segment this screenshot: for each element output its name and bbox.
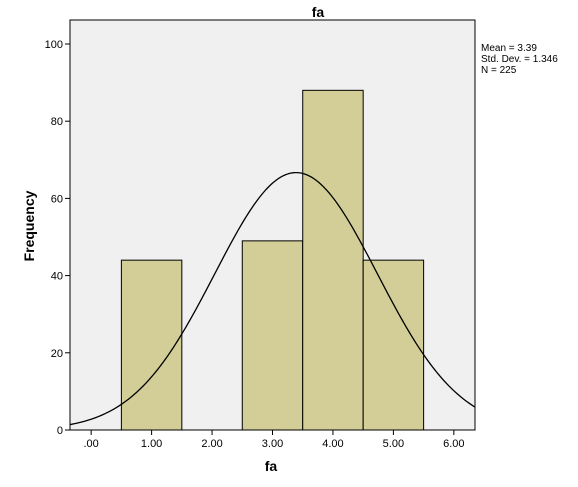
y-tick-label: 20 bbox=[51, 348, 63, 360]
y-tick-label: 100 bbox=[45, 39, 63, 51]
x-tick-label: 2.00 bbox=[201, 438, 222, 450]
x-tick-label: 4.00 bbox=[322, 438, 343, 450]
x-tick-label: 3.00 bbox=[262, 438, 283, 450]
histogram-bar bbox=[120, 259, 183, 431]
normal-curve bbox=[69, 171, 476, 426]
x-axis-label: fa bbox=[265, 458, 278, 474]
stats-std-dev: Std. Dev. = 1.346 bbox=[481, 54, 558, 65]
y-tick-label: 60 bbox=[51, 193, 63, 205]
bars-group bbox=[120, 89, 425, 431]
stats-n: N = 225 bbox=[481, 65, 517, 76]
y-tick-label: 40 bbox=[51, 271, 63, 283]
histogram-bar bbox=[302, 89, 364, 431]
stats-box: Mean = 3.39 Std. Dev. = 1.346 N = 225 bbox=[481, 43, 558, 76]
histogram-bar bbox=[241, 240, 304, 431]
y-axis-label: Frequency bbox=[21, 190, 37, 261]
histogram-bar bbox=[362, 259, 425, 431]
axes-group: .00 1.00 2.00 3.00 4.00 5.00 6.00 0 20 40 60 80 100 bbox=[45, 39, 465, 450]
x-tick-label: .00 bbox=[84, 438, 99, 450]
x-tick-label: 5.00 bbox=[383, 438, 404, 450]
y-tick-label: 0 bbox=[57, 425, 63, 437]
chart-title: fa bbox=[312, 4, 325, 20]
x-tick-label: 6.00 bbox=[443, 438, 464, 450]
y-tick-label: 80 bbox=[51, 116, 63, 128]
stats-mean: Mean = 3.39 bbox=[481, 43, 537, 54]
x-tick-label: 1.00 bbox=[141, 438, 162, 450]
